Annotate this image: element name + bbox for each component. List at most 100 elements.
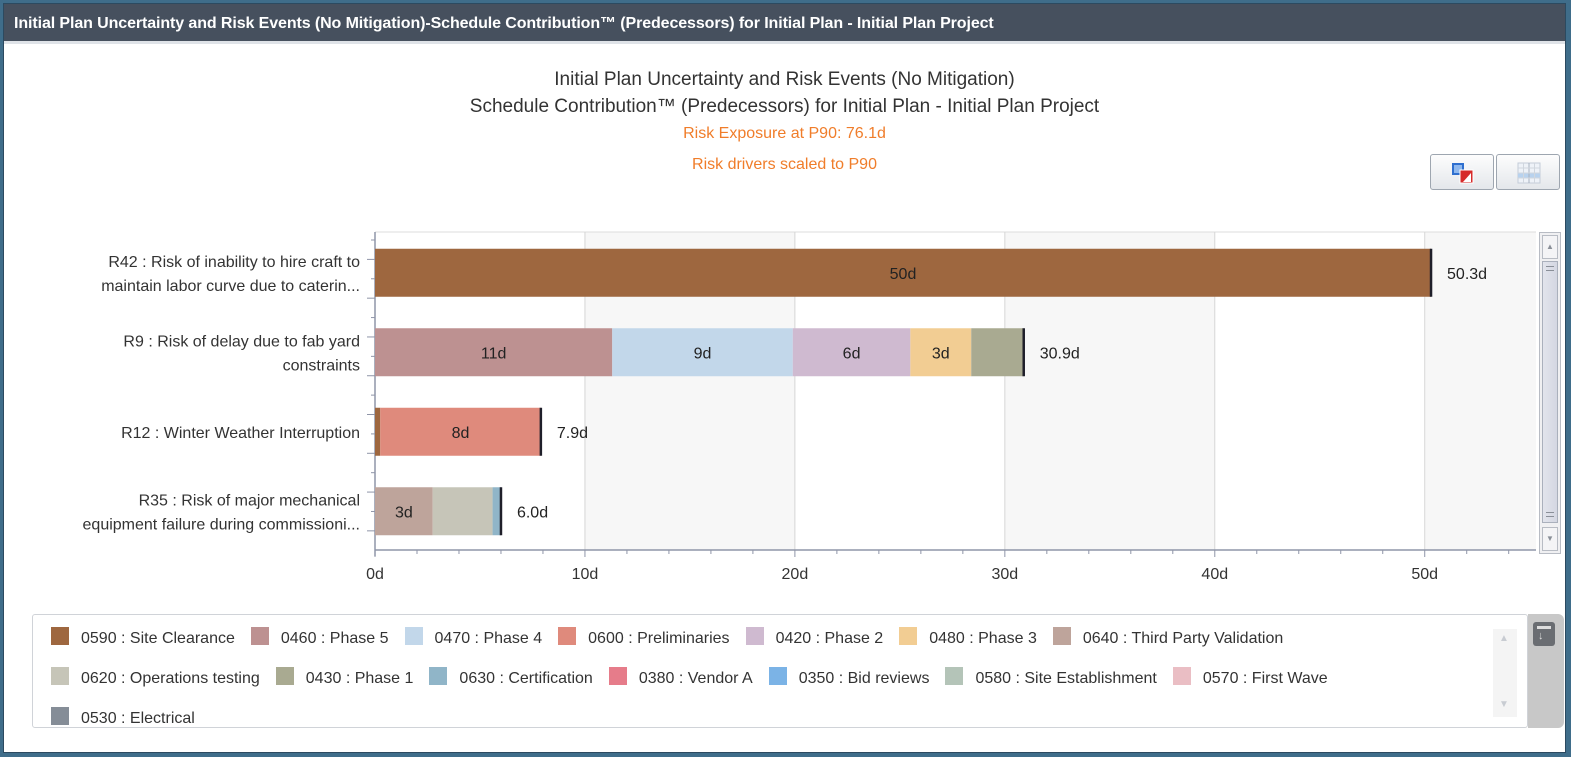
x-tick-label: 20d (782, 566, 809, 583)
scroll-thumb[interactable] (1542, 261, 1558, 523)
legend-item[interactable]: 0570 : First Wave (1172, 667, 1328, 689)
risk-exposure-annotation: Risk Exposure at P90: 76.1d (683, 125, 886, 142)
category-label: constraints (283, 357, 360, 374)
legend: 0590 : Site Clearance 0460 : Phase 5 0470 … (32, 614, 1528, 728)
category-label: equipment failure during commissioni... (83, 516, 360, 533)
title-bar: Initial Plan Uncertainty and Risk Events… (4, 4, 1565, 44)
bar-segment (612, 328, 793, 377)
legend-item[interactable]: 0470 : Phase 4 (404, 627, 543, 649)
segment-label: 9d (694, 345, 712, 362)
legend-label: 0470 : Phase 4 (434, 630, 543, 647)
bar-segment (492, 487, 501, 536)
legend-item[interactable]: 0420 : Phase 2 (745, 627, 884, 649)
x-tick-label: 40d (1201, 566, 1228, 583)
segment-label: 8d (452, 425, 470, 442)
legend-item[interactable]: 0580 : Site Establishment (945, 667, 1157, 689)
x-tick-label: 50d (1411, 566, 1438, 583)
legend-swatch (51, 667, 69, 685)
legend-label: 0640 : Third Party Validation (1082, 630, 1284, 647)
total-label: 30.9d (1040, 345, 1080, 362)
bar-segment (380, 407, 541, 456)
bar-segment (910, 328, 972, 377)
chart-title: Initial Plan Uncertainty and Risk Events… (554, 69, 1015, 90)
plot-band (1424, 232, 1536, 550)
thumb-grip-top (1546, 266, 1554, 271)
legend-items: 0590 : Site Clearance 0460 : Phase 5 0470 … (51, 627, 1491, 729)
scroll-up-button[interactable]: ▲ (1542, 235, 1558, 259)
table-view-button[interactable] (1496, 154, 1560, 190)
segment-label: 6d (843, 345, 861, 362)
window-title: Initial Plan Uncertainty and Risk Events… (14, 15, 994, 32)
total-label: 50.3d (1447, 266, 1487, 283)
x-tick-label: 0d (366, 566, 384, 583)
legend-item[interactable]: 0480 : Phase 3 (899, 627, 1037, 649)
legend-label: 0460 : Phase 5 (280, 630, 389, 647)
thumb-grip-bottom (1546, 512, 1554, 517)
category-label: R9 : Risk of delay due to fab yard (123, 333, 360, 350)
collapse-legend-button[interactable] (1533, 622, 1555, 646)
legend-item[interactable]: 0460 : Phase 5 (250, 627, 389, 649)
bar-segment (375, 248, 1432, 297)
chart-subtitle: Schedule Contribution™ (Predecessors) fo… (469, 96, 1100, 117)
export-chart-icon (1452, 163, 1474, 184)
legend-swatch (51, 627, 69, 645)
legend-item[interactable]: 0530 : Electrical (51, 707, 195, 729)
legend-swatch (51, 707, 69, 725)
legend-item[interactable]: 0600 : Preliminaries (558, 627, 730, 649)
bar-segment (971, 328, 1024, 377)
legend-scroll-down[interactable]: ▼ (1499, 699, 1509, 710)
legend-swatch (429, 667, 448, 685)
legend-label: 0630 : Certification (459, 670, 593, 687)
bar-segment (792, 328, 911, 377)
category-label: R12 : Winter Weather Interruption (121, 425, 360, 442)
legend-label: 0420 : Phase 2 (775, 630, 884, 647)
legend-label: 0580 : Site Establishment (975, 670, 1157, 687)
legend-swatch (275, 667, 294, 685)
bar-segment (432, 487, 493, 536)
legend-label: 0590 : Site Clearance (81, 630, 235, 647)
category-label: R42 : Risk of inability to hire craft to (108, 254, 360, 271)
legend-label: 0350 : Bid reviews (798, 670, 930, 687)
legend-item[interactable]: 0430 : Phase 1 (275, 667, 414, 689)
total-label: 7.9d (557, 425, 588, 442)
export-chart-button[interactable] (1430, 154, 1494, 190)
legend-swatch (1172, 667, 1191, 685)
legend-swatch (1052, 627, 1071, 645)
x-tick-label: 10d (572, 566, 599, 583)
legend-swatch (899, 627, 918, 645)
legend-item[interactable]: 0380 : Vendor A (608, 667, 753, 689)
legend-label: 0430 : Phase 1 (305, 670, 414, 687)
segment-label: 11d (481, 345, 507, 362)
legend-label: 0620 : Operations testing (81, 670, 260, 687)
total-label: 6.0d (517, 504, 548, 521)
legend-label: 0530 : Electrical (81, 710, 195, 727)
bar-segment (375, 487, 433, 536)
legend-item[interactable]: 0640 : Third Party Validation (1052, 627, 1284, 649)
x-tick-label: 30d (991, 566, 1018, 583)
legend-item[interactable]: 0630 : Certification (429, 667, 593, 689)
table-view-icon (1517, 162, 1541, 184)
chart-plot: 0d 10d 20d 30d 40d 50d 50d 50.3d R42 : Risk of i… (83, 231, 1536, 583)
legend-scroll-up[interactable]: ▲ (1499, 633, 1509, 644)
segment-label: 3d (395, 504, 413, 521)
category-label: R35 : Risk of major mechanical (139, 492, 360, 509)
chart-vertical-scrollbar[interactable]: ▲ ▼ (1539, 232, 1561, 554)
legend-item[interactable]: 0350 : Bid reviews (768, 667, 930, 689)
bar-segment (375, 328, 613, 377)
legend-scrollbar[interactable]: ▲ ▼ (1493, 629, 1517, 717)
segment-label: 3d (932, 345, 950, 362)
legend-item[interactable]: 0590 : Site Clearance (51, 627, 235, 649)
legend-swatch (404, 627, 423, 645)
legend-panel-toggle (1528, 614, 1564, 728)
scaling-annotation: Risk drivers scaled to P90 (692, 156, 877, 173)
legend-swatch (558, 627, 577, 645)
legend-label: 0380 : Vendor A (638, 670, 753, 687)
legend-label: 0600 : Preliminaries (588, 630, 730, 647)
segment-label: 50d (890, 266, 917, 283)
legend-label: 0480 : Phase 3 (929, 630, 1037, 647)
bar-segment (375, 407, 381, 456)
legend-item[interactable]: 0620 : Operations testing (51, 667, 260, 689)
legend-label: 0570 : First Wave (1202, 670, 1328, 687)
category-label: maintain labor curve due to caterin... (101, 278, 360, 295)
scroll-down-button[interactable]: ▼ (1542, 527, 1558, 551)
